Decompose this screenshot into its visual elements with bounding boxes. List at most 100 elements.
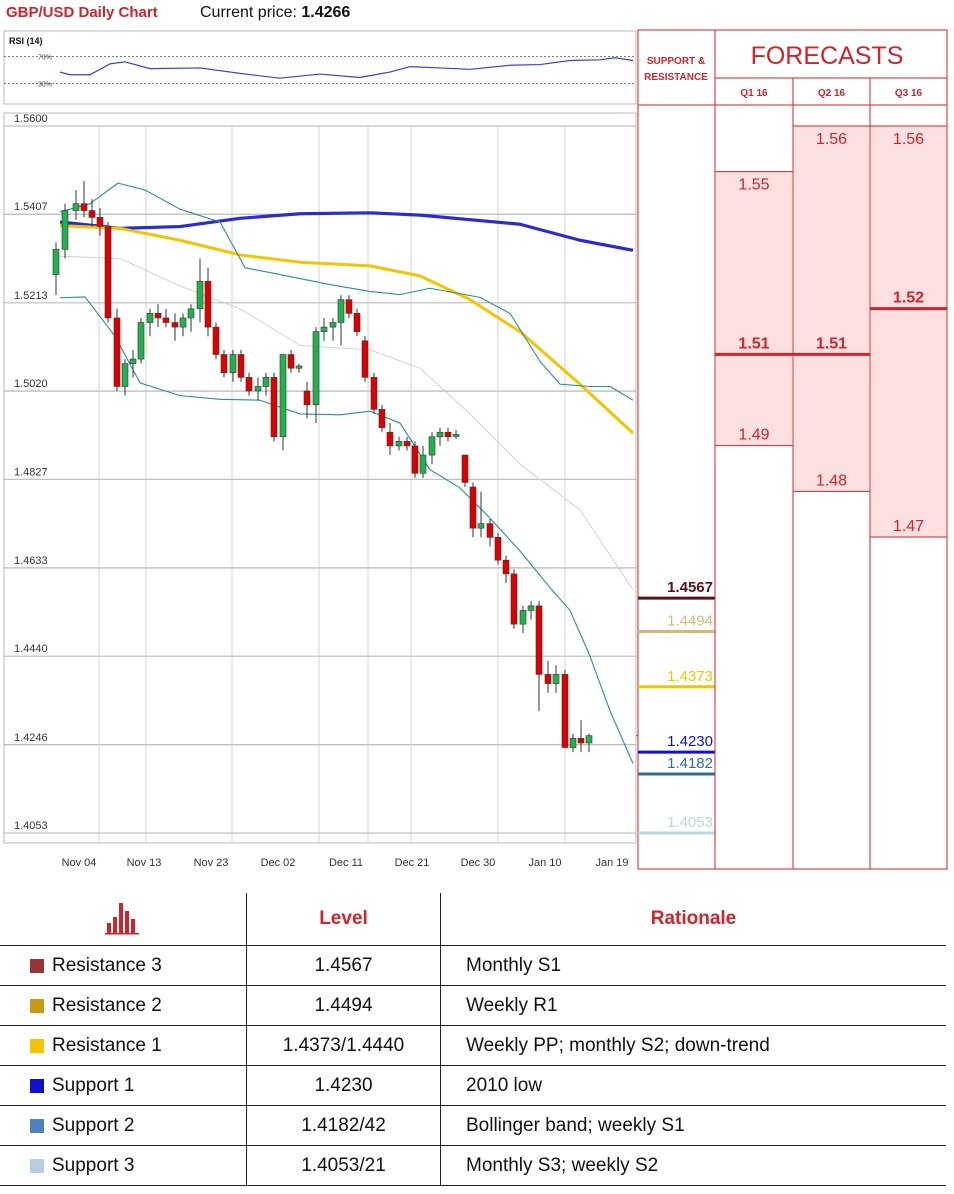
candle: [303, 390, 311, 406]
candle: [187, 308, 195, 319]
forecast-high-label: 1.56: [893, 131, 924, 148]
row-level: 1.4567: [246, 945, 441, 986]
candle: [72, 203, 80, 211]
candle: [162, 317, 170, 323]
candle: [61, 210, 69, 250]
sma-line: [59, 224, 635, 435]
row-name: Support 2: [52, 1114, 135, 1136]
candle: [378, 409, 386, 428]
forecast-col-label: Q1 16: [740, 88, 768, 99]
bb_mid-line: [59, 255, 634, 591]
candle: [494, 537, 502, 561]
forecast-high-label: 1.55: [738, 177, 769, 194]
price-value: 1.4266: [301, 4, 351, 21]
row-rationale: Monthly S1: [440, 945, 946, 986]
x-tick-label: Dec 30: [461, 857, 496, 869]
table-row: Support 3 1.4053/21 Monthly S3; weekly S2: [0, 1145, 946, 1186]
price-label: Current price:: [200, 4, 297, 21]
level-swatch: [30, 999, 44, 1013]
candle: [88, 210, 96, 218]
table-row: Support 2 1.4182/42 Bollinger band; weekly…: [0, 1105, 946, 1146]
candle: [154, 313, 162, 319]
candle: [544, 674, 552, 684]
x-tick-label: Jan 19: [595, 857, 628, 869]
candle: [452, 434, 460, 437]
forecast-range: [794, 126, 869, 492]
level-swatch: [30, 959, 44, 973]
candle: [279, 354, 287, 438]
forecast-low-label: 1.47: [893, 518, 924, 535]
y-tick-label: 1.4053: [14, 820, 48, 832]
candle: [121, 363, 129, 387]
forecast-col-label: Q3 16: [895, 88, 923, 99]
row-rationale: Bollinger band; weekly S1: [440, 1105, 946, 1146]
candle: [220, 354, 228, 374]
candle: [80, 203, 88, 211]
row-name: Resistance 1: [52, 1034, 162, 1056]
table-row: Resistance 3 1.4567 Monthly S1: [0, 945, 946, 986]
rsi-level-label: 70%: [38, 54, 52, 61]
x-tick-label: Nov 04: [62, 857, 97, 869]
forecast-mid-label: 1.51: [738, 335, 769, 352]
row-name-cell: Resistance 2: [0, 985, 247, 1026]
candle: [329, 322, 337, 328]
x-tick-label: Jan 10: [528, 857, 561, 869]
levels-table: Level Rationale Resistance 3 1.4567 Monthl…: [0, 893, 946, 1186]
sr-label: 1.4182: [667, 755, 713, 772]
y-tick-label: 1.5600: [14, 113, 48, 125]
row-name: Support 1: [52, 1074, 135, 1096]
candle: [585, 735, 593, 744]
x-tick-label: Dec 11: [329, 857, 363, 869]
x-tick-label: Dec 21: [395, 857, 430, 869]
table-header: Level Rationale: [0, 893, 946, 946]
candle: [486, 523, 494, 538]
x-tick-label: Dec 02: [261, 857, 296, 869]
candle: [510, 573, 518, 625]
candle: [137, 322, 145, 360]
candle: [171, 322, 179, 328]
candle: [577, 738, 585, 744]
candle: [229, 354, 237, 374]
rsi-panel-frame: [3, 30, 637, 105]
candle: [461, 454, 469, 483]
row-name-cell: Support 3: [0, 1145, 247, 1186]
row-rationale: Weekly R1: [440, 985, 946, 1026]
chart-title: GBP/USD Daily Chart: [6, 4, 158, 21]
candle: [287, 354, 295, 369]
sr-label: 1.4053: [667, 814, 713, 831]
chart-stage: GBP/USD Daily Chart Current price: 1.426…: [3, 4, 948, 870]
row-level: 1.4373/1.4440: [246, 1025, 441, 1066]
candle: [477, 523, 485, 529]
row-level: 1.4182/42: [246, 1105, 441, 1146]
candle: [337, 299, 345, 323]
candle: [411, 445, 419, 474]
candle: [146, 313, 154, 323]
y-tick-label: 1.5020: [14, 378, 48, 390]
candle: [312, 331, 320, 406]
candle: [113, 317, 121, 387]
table-row: Resistance 2 1.4494 Weekly R1: [0, 985, 946, 1026]
rsi-line: [59, 57, 634, 79]
row-name-cell: Support 1: [0, 1065, 247, 1106]
row-level: 1.4494: [246, 985, 441, 1026]
bb_upper-line: [59, 182, 634, 401]
candle: [270, 377, 278, 438]
candle: [204, 281, 212, 328]
candle: [345, 299, 353, 314]
sr-header-line2: RESISTANCE: [644, 72, 708, 83]
candle: [361, 340, 369, 378]
y-tick-label: 1.4827: [14, 466, 48, 478]
rationale-header: Rationale: [440, 893, 946, 946]
candle: [52, 249, 60, 275]
candle: [561, 674, 569, 748]
candle: [519, 610, 527, 625]
sr-label: 1.4567: [667, 579, 713, 596]
candle: [320, 326, 328, 332]
candle: [502, 559, 510, 575]
forecast-range: [716, 171, 792, 446]
forecast-range: [871, 126, 946, 537]
candle: [428, 436, 436, 456]
table-row: Resistance 1 1.4373/1.4440 Weekly PP; mont…: [0, 1025, 946, 1066]
x-tick-label: Nov 13: [127, 857, 162, 869]
sr-label: 1.4230: [667, 733, 713, 750]
